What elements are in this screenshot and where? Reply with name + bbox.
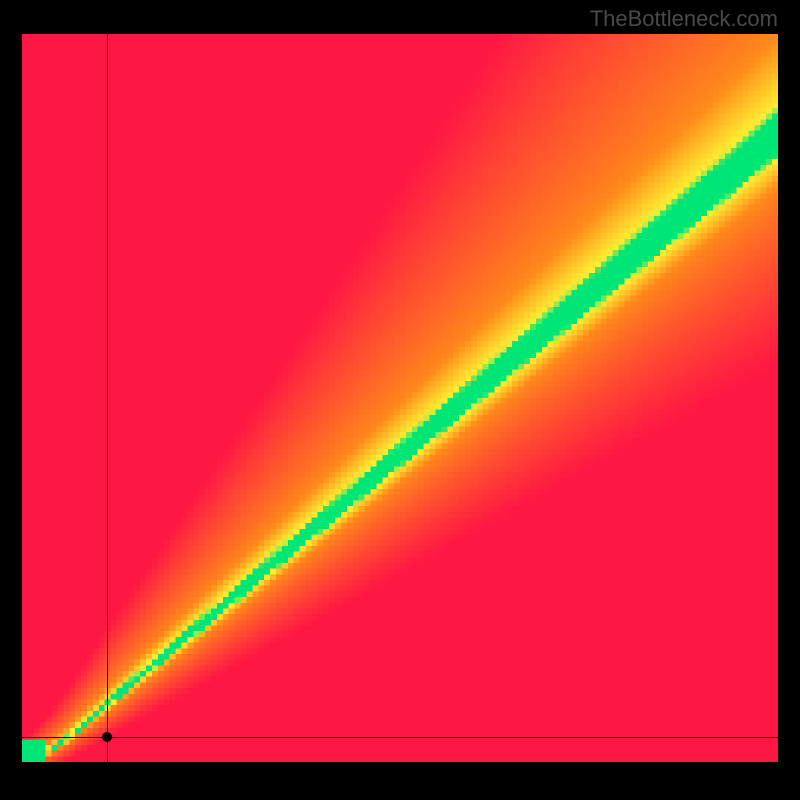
crosshair-horizontal (22, 737, 778, 738)
watermark-text: TheBottleneck.com (590, 6, 778, 32)
crosshair-vertical (107, 34, 108, 762)
bottleneck-heatmap (22, 34, 778, 762)
plot-area (22, 34, 778, 762)
crosshair-marker (102, 732, 112, 742)
